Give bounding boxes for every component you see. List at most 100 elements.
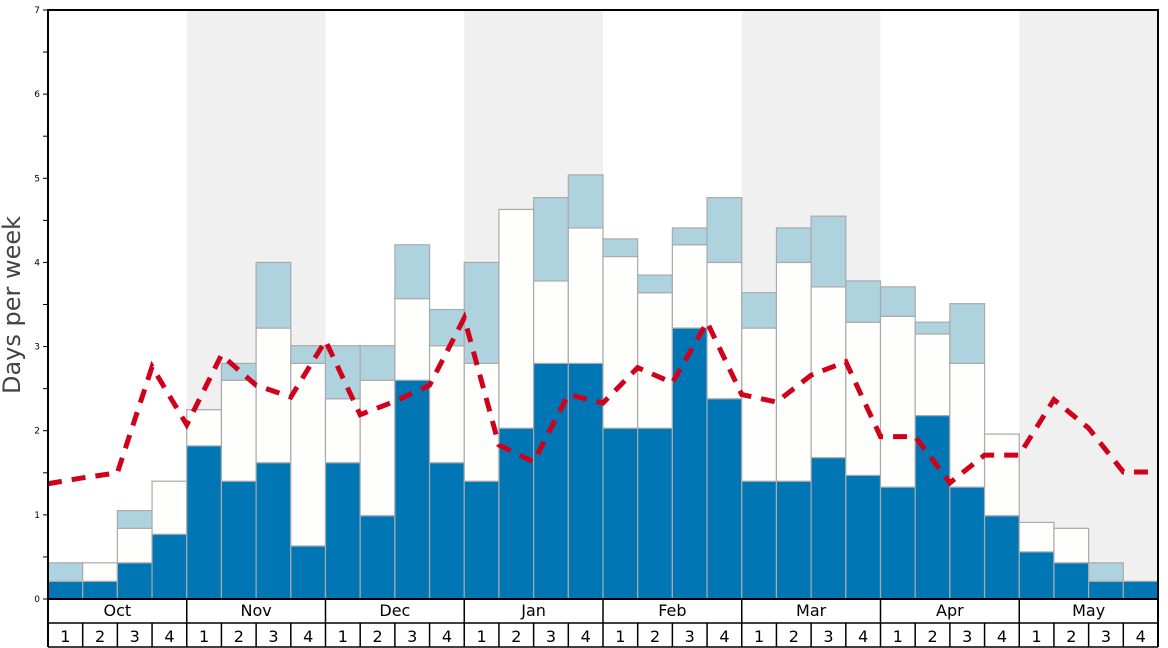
bar-segment-dark <box>1018 551 1055 600</box>
bar-segment-dark <box>220 480 257 600</box>
month-label: May <box>1072 601 1105 620</box>
bar-segment-dark <box>741 480 778 600</box>
bar-segment-dark <box>359 515 396 600</box>
month-label: Jan <box>520 601 546 620</box>
bar-segment-light <box>671 227 708 246</box>
bar-segment-white <box>186 409 223 447</box>
bar-segment-dark <box>1053 562 1090 600</box>
week-label: 4 <box>997 627 1007 646</box>
week-label: 1 <box>754 627 764 646</box>
bar-segment-white <box>775 261 812 482</box>
month-label: Apr <box>936 601 964 620</box>
week-label: 1 <box>199 627 209 646</box>
bar-segment-dark <box>533 362 569 600</box>
week-label: 3 <box>823 627 833 646</box>
y-tick-label: 1 <box>34 511 40 521</box>
bar-segment-white <box>498 208 535 429</box>
bar-segment-dark <box>775 480 812 600</box>
bar-segment-dark <box>324 462 361 600</box>
y-tick-label: 4 <box>34 258 40 268</box>
bar-segment-white <box>220 379 257 482</box>
bar-segment-white <box>290 362 327 547</box>
bar-segment-light <box>602 238 639 258</box>
y-tick-label: 2 <box>34 427 40 437</box>
bar-segment-light <box>879 286 916 317</box>
bar-segment-dark <box>706 398 743 600</box>
bar-segment-light <box>810 215 847 288</box>
week-label: 4 <box>581 627 591 646</box>
bar-segment-white <box>602 255 639 429</box>
bar-segment-light <box>637 274 673 294</box>
bar-segment-dark <box>498 427 535 600</box>
bar-segment-white <box>879 315 916 488</box>
bar-segment-dark <box>151 533 188 600</box>
bar-segment-white <box>567 227 604 364</box>
bar-segment-dark <box>637 427 673 600</box>
bar-segment-white <box>741 327 778 482</box>
bar-segment-light <box>914 321 951 335</box>
bar-segment-dark <box>602 427 639 600</box>
week-label: 1 <box>893 627 903 646</box>
y-tick-label: 5 <box>34 174 40 184</box>
week-label: 3 <box>1101 627 1111 646</box>
bar-segment-white <box>1018 521 1055 553</box>
month-label: Oct <box>104 601 132 620</box>
bar-segment-white <box>82 562 118 582</box>
bar-segment-light <box>359 345 396 381</box>
y-tick-label: 6 <box>34 90 40 100</box>
bar-segment-dark <box>116 562 153 600</box>
y-tick-label: 7 <box>34 6 40 16</box>
bar-segment-light <box>706 197 743 264</box>
week-label: 1 <box>60 627 70 646</box>
bar-segment-dark <box>845 474 882 600</box>
bar-segment-white <box>810 286 847 459</box>
bar-segment-dark <box>463 480 500 600</box>
bar-segment-dark <box>428 462 465 600</box>
bar-segment-light <box>394 244 431 300</box>
y-tick-label: 3 <box>34 343 40 353</box>
week-label: 2 <box>1066 627 1076 646</box>
bar-segment-white <box>671 244 708 329</box>
bar-segment-dark <box>47 580 84 600</box>
bar-segment-white <box>914 333 951 417</box>
bar-segment-light <box>255 261 292 329</box>
month-label: Dec <box>379 601 410 620</box>
bar-segment-white <box>324 398 361 464</box>
week-label: 4 <box>164 627 174 646</box>
week-label: 1 <box>338 627 348 646</box>
bar-segment-dark <box>290 545 327 600</box>
month-label: Feb <box>658 601 686 620</box>
bar-segment-light <box>949 303 986 364</box>
bar-segment-white <box>1053 527 1090 564</box>
bar-segment-light <box>533 197 569 282</box>
bar-segment-dark <box>983 515 1020 600</box>
bar-segment-light <box>775 227 812 264</box>
y-tick-label: 0 <box>34 595 40 605</box>
month-shade-band <box>1019 10 1158 599</box>
bar-segment-white <box>983 433 1020 517</box>
bar-segment-light <box>463 261 500 364</box>
bar-segment-light <box>567 174 604 229</box>
bar-segment-dark <box>255 462 292 600</box>
week-label: 3 <box>268 627 278 646</box>
bar-segment-dark <box>1122 580 1159 600</box>
bar-segment-light <box>1088 562 1124 582</box>
bar-segment-dark <box>394 379 431 600</box>
week-label: 4 <box>719 627 729 646</box>
week-label: 3 <box>407 627 417 646</box>
bar-segment-dark <box>1088 580 1124 600</box>
week-label: 2 <box>789 627 799 646</box>
week-label: 4 <box>303 627 313 646</box>
bar-segment-white <box>428 345 465 464</box>
week-label: 3 <box>962 627 972 646</box>
week-label: 4 <box>858 627 868 646</box>
week-label: 2 <box>95 627 105 646</box>
week-label: 2 <box>234 627 244 646</box>
bar-segment-dark <box>949 486 986 600</box>
week-label: 3 <box>685 627 695 646</box>
bar-segment-white <box>533 280 569 365</box>
bar-segment-dark <box>186 445 223 600</box>
week-label: 4 <box>1136 627 1146 646</box>
bar-segment-white <box>151 480 188 535</box>
bar-segment-white <box>394 298 431 381</box>
